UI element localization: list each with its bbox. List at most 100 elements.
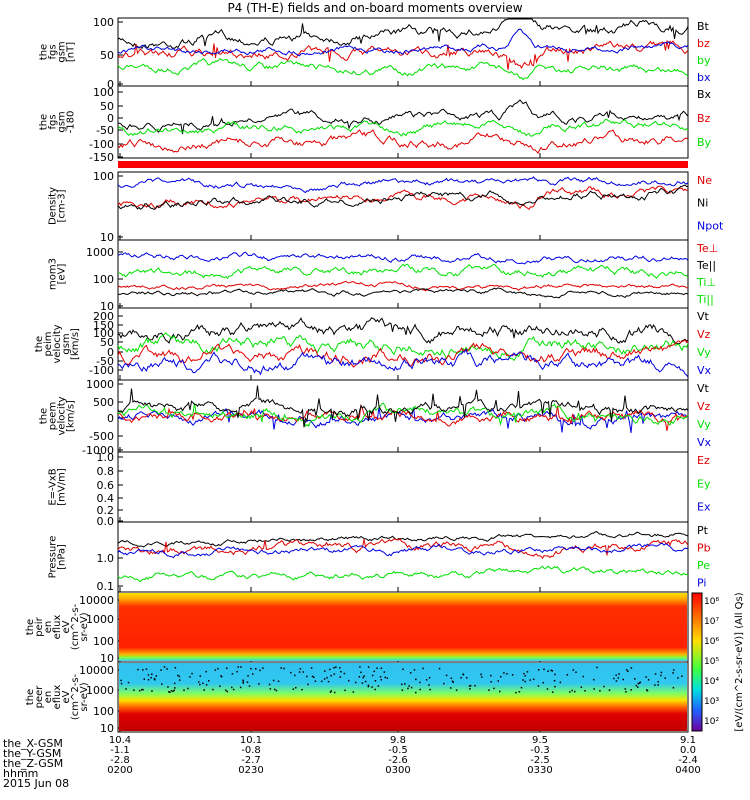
peer-spectrogram-noise (462, 673, 465, 676)
peim-vt-line (117, 317, 689, 345)
peer-spectrogram-noise (183, 689, 185, 691)
peer-spectrogram-noise (166, 668, 168, 670)
peer-spectrogram-noise (290, 671, 292, 674)
peer-spectrogram-noise (220, 675, 222, 677)
peim-velocity-legend-Vz: Vz (697, 328, 711, 341)
angles-by-line (117, 118, 689, 137)
peer-spectrogram-noise (374, 688, 376, 691)
peer-spectrogram-ylabel: en (43, 691, 54, 704)
peer-spectrogram-noise (236, 670, 238, 673)
peer-spectrogram-noise (354, 681, 357, 684)
peer-spectrogram-noise (326, 676, 328, 679)
peer-spectrogram-noise (522, 679, 524, 681)
time-axis-x_gsm: 10.4 (109, 735, 131, 746)
peer-spectrogram-noise (143, 678, 146, 680)
peer-spectrogram-noise (681, 675, 683, 677)
peim-velocity-frame (117, 307, 689, 381)
density-ylabel: Density (48, 187, 59, 225)
time-axis-x_gsm: 9.5 (532, 735, 548, 746)
peer-spectrogram-noise (212, 688, 214, 691)
peer-spectrogram-noise (618, 673, 620, 675)
peer-spectrogram-noise (240, 666, 242, 668)
peer-spectrogram-noise (310, 667, 313, 669)
temperature-ytick-label: 1000 (86, 246, 114, 259)
peer-spectrogram-noise (592, 678, 595, 681)
peer-spectrogram-noise (239, 686, 242, 689)
peer-spectrogram-noise (660, 674, 662, 677)
colorbar-tick-label: 10⁷ (704, 617, 719, 627)
temperature-legend-Ti⊥: Ti⊥ (696, 276, 716, 289)
peer-spectrogram-noise (500, 675, 502, 678)
peer-spectrogram-noise (269, 688, 272, 690)
peer-spectrogram-noise (409, 672, 412, 674)
peir-spectrogram-ylabel: en (43, 621, 54, 634)
peem-velocity-ytick-label: 1000 (86, 378, 114, 391)
peim-velocity-ytick-label: -50 (96, 355, 114, 368)
peem-velocity-frame (117, 379, 689, 453)
peer-spectrogram-noise (142, 688, 144, 691)
peer-spectrogram-noise (138, 689, 141, 692)
peer-spectrogram-noise (526, 671, 529, 673)
fgs-bx-line (117, 28, 689, 57)
time-axis-y_gsm: -0.8 (241, 745, 261, 756)
fgs-angles-ylabel: gsm (57, 111, 68, 132)
colorbar-tick-label: 10⁸ (704, 597, 719, 607)
peer-spectrogram-ylabel: sr-eV) (79, 682, 90, 711)
peer-spectrogram-noise (339, 667, 341, 669)
peer-spectrogram-noise (634, 678, 636, 680)
peir-spectrogram-ylabel: (cm^2-s- (70, 603, 81, 650)
peer-spectrogram-noise (329, 668, 331, 671)
peer-spectrogram-noise (566, 674, 569, 676)
density-ni-line (117, 184, 689, 211)
fgs-ylabel: [nT] (66, 42, 77, 62)
time-axis-label-y: the_Y-GSM (3, 747, 62, 760)
peer-spectrogram-noise (298, 671, 301, 673)
peir-spectrogram-ytick-label: 1000 (86, 613, 114, 626)
peer-spectrogram-noise (333, 673, 336, 675)
peer-spectrogram-noise (283, 667, 285, 670)
time-axis-y_gsm: -0.3 (530, 745, 550, 756)
peer-spectrogram-noise (404, 683, 406, 685)
peer-spectrogram-noise (169, 691, 171, 693)
peer-spectrogram-noise (199, 683, 201, 686)
peer-spectrogram-noise (573, 690, 576, 693)
colorbar-tick-label: 10⁶ (704, 637, 719, 647)
peer-spectrogram-frame-top (117, 661, 689, 733)
peer-spectrogram-noise (232, 688, 235, 691)
colorbar-label: [eV/(cm^2-s-sr-eV)] (All Qs) (734, 592, 745, 731)
peim-velocity-ytick-label: 50 (100, 336, 114, 349)
fgs-angles-ytick-label: 50 (100, 100, 114, 113)
peer-spectrogram-noise (330, 674, 332, 677)
date-label: 2015 Jun 08 (3, 777, 70, 790)
peer-spectrogram-noise (615, 680, 618, 682)
peem-velocity-ytick-label: -500 (89, 430, 114, 443)
peer-spectrogram-noise (258, 683, 260, 685)
time-axis-z_gsm: -2.5 (530, 755, 550, 766)
peer-spectrogram-noise (237, 666, 239, 668)
peer-spectrogram-noise (307, 683, 309, 686)
efield-ylabel: [mV/m] (57, 468, 68, 506)
peer-spectrogram-noise (493, 687, 495, 690)
peer-spectrogram-noise (172, 690, 174, 693)
pressure-pt-line (117, 531, 689, 548)
temp-ti-par-line (117, 251, 689, 265)
peer-spectrogram-noise (219, 685, 221, 687)
pressure-pi-line (117, 542, 689, 559)
peer-spectrogram-noise (451, 680, 454, 683)
efield-ytick-label: 0.6 (97, 479, 115, 492)
peer-spectrogram-noise (551, 691, 554, 693)
peer-spectrogram-noise (580, 686, 583, 688)
fgs-legend-Bt: Bt (697, 20, 710, 33)
density-npot-line (117, 176, 689, 194)
peer-spectrogram-noise (242, 679, 244, 682)
peer-spectrogram-noise (314, 680, 317, 682)
peer-spectrogram-noise (177, 674, 179, 677)
peer-spectrogram-noise (225, 667, 228, 670)
peer-spectrogram-noise (384, 676, 386, 679)
peer-spectrogram-noise (428, 676, 431, 679)
peer-spectrogram-noise (202, 682, 204, 685)
fgs-legend-bz: bz (697, 37, 710, 50)
peer-spectrogram-noise (672, 672, 674, 674)
peer-spectrogram-noise (214, 669, 217, 671)
peer-spectrogram-noise (348, 679, 350, 682)
